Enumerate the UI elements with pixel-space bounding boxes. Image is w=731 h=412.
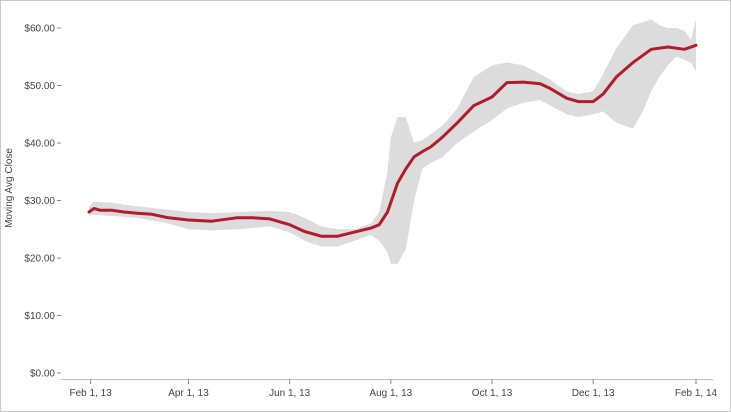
y-tick-label: $50.00 [24,81,55,92]
moving-avg-line [87,43,698,238]
tick-labels: $0.00 $10.00 $20.00 $30.00 $40.00 $50.00 $60.0… [24,24,717,400]
y-tick-label: $30.00 [24,196,55,207]
x-tick-label: Feb 1, 14 [675,388,718,399]
range-band [89,19,696,264]
x-tick-label: Oct 1, 13 [472,388,513,399]
y-tick-label: $0.00 [30,369,55,380]
line-layer [87,43,698,238]
x-tick-label: Aug 1, 13 [369,388,412,399]
y-tick-label: $60.00 [24,24,55,35]
x-tick-label: Feb 1, 13 [70,388,113,399]
x-tick-label: Jun 1, 13 [269,388,311,399]
axis-layer [57,27,713,384]
y-tick-label: $20.00 [24,254,55,265]
x-tick-label: Dec 1, 13 [572,388,615,399]
x-tick-label: Apr 1, 13 [168,388,209,399]
y-tick-label: $40.00 [24,139,55,150]
y-axis-title: Moving Avg Close [4,148,15,228]
band-layer [89,19,696,264]
y-tick-label: $10.00 [24,311,55,322]
